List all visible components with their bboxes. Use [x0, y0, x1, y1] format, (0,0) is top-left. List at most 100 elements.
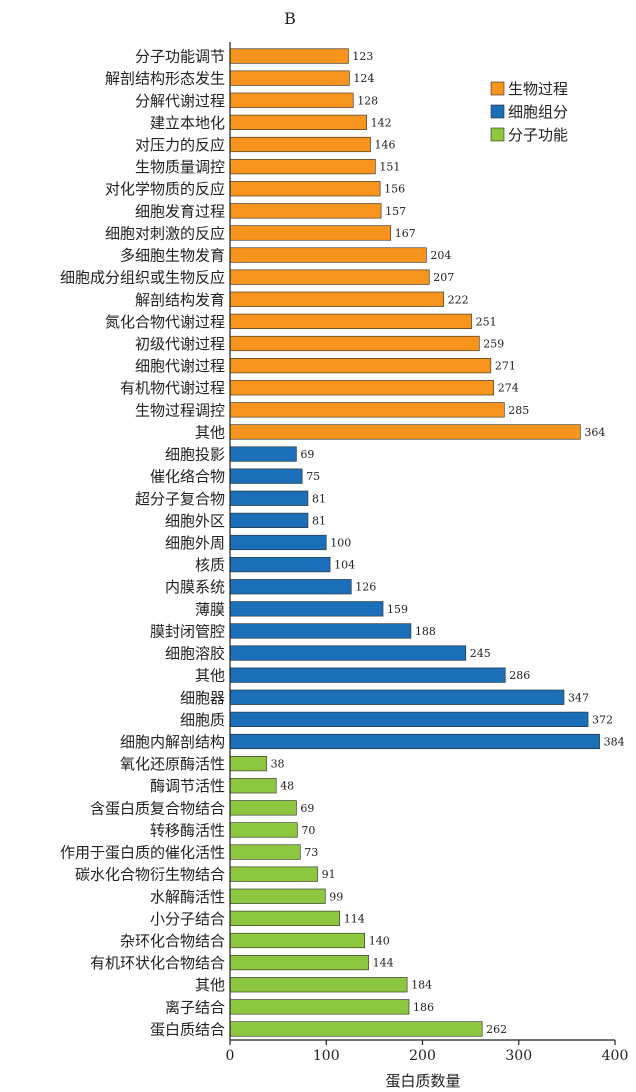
- category-label: 细胞投影: [165, 446, 225, 464]
- bar: [229, 999, 410, 1015]
- category-label: 催化络合物: [150, 468, 225, 486]
- bar: [229, 778, 277, 794]
- bar-group: 超分子复合物 81: [135, 490, 326, 508]
- value-label: 285: [508, 404, 529, 417]
- bar-group: 小分子结合 114: [150, 910, 365, 928]
- category-label: 有机物代谢过程: [120, 379, 225, 397]
- value-label: 271: [495, 360, 516, 373]
- category-label: 细胞代谢过程: [135, 357, 225, 375]
- category-label: 有机环状化合物结合: [90, 954, 225, 972]
- category-label: 解剖结构形态发生: [105, 70, 225, 88]
- bar: [229, 756, 267, 772]
- value-label: 204: [430, 249, 451, 262]
- bar: [229, 490, 309, 506]
- panel-letter: B: [284, 9, 296, 28]
- value-label: 81: [312, 492, 326, 505]
- bar-group: 催化络合物 75: [150, 468, 320, 486]
- bar-group: 膜封闭管腔 188: [150, 622, 436, 640]
- bar-group: 生物质量调控 151: [135, 158, 400, 176]
- bar-group: 解剖结构发育 222: [135, 291, 469, 309]
- value-label: 140: [369, 935, 390, 948]
- category-label: 细胞对刺激的反应: [105, 224, 225, 242]
- bar-group: 有机物代谢过程 274: [120, 379, 519, 397]
- bar: [229, 955, 369, 971]
- bar: [229, 225, 392, 241]
- bar: [229, 866, 318, 882]
- bar: [229, 667, 506, 683]
- bar-group: 氧化还原酶活性 38: [120, 755, 285, 773]
- x-tick-label: 100: [313, 1048, 340, 1064]
- category-label: 薄膜: [195, 600, 225, 618]
- value-label: 159: [387, 603, 408, 616]
- x-tick-label: 0: [226, 1048, 235, 1064]
- value-label: 347: [568, 691, 589, 704]
- value-label: 91: [322, 868, 336, 881]
- bar: [229, 92, 354, 108]
- category-label: 对化学物质的反应: [105, 180, 225, 198]
- bar-group: 其他 286: [195, 667, 530, 685]
- x-tick-label: 200: [409, 1048, 436, 1064]
- bar: [229, 291, 444, 307]
- value-label: 151: [379, 161, 400, 174]
- bar-group: 核质 104: [195, 556, 355, 574]
- category-label: 细胞发育过程: [135, 202, 225, 220]
- bar: [229, 70, 350, 86]
- value-label: 157: [385, 205, 406, 218]
- category-label: 对压力的反应: [135, 136, 225, 154]
- category-label: 细胞外区: [165, 512, 225, 530]
- bar: [229, 645, 467, 661]
- value-label: 123: [352, 50, 373, 63]
- bar: [229, 711, 589, 727]
- value-label: 38: [271, 758, 285, 771]
- bar: [229, 159, 376, 175]
- bar: [229, 114, 367, 130]
- bar: [229, 48, 349, 64]
- bar: [229, 468, 303, 484]
- bar-group: 细胞代谢过程 271: [135, 357, 516, 375]
- bars-layer: 分子功能调节 123 解剖结构形态发生 124 分解代谢过程 128 建立本地化 142 对压力…: [60, 48, 625, 1039]
- category-label: 其他: [195, 976, 225, 994]
- bar-group: 碳水化合物衍生物结合 91: [75, 866, 336, 884]
- bar: [229, 534, 327, 551]
- bar-group: 薄膜 159: [195, 600, 408, 618]
- legend-label: 生物过程: [508, 80, 568, 98]
- bar: [229, 733, 600, 750]
- bar-group: 细胞投影 69: [165, 446, 314, 464]
- value-label: 222: [448, 293, 469, 306]
- value-label: 126: [355, 581, 376, 594]
- legend-label: 细胞组分: [508, 103, 568, 121]
- category-label: 细胞器: [180, 689, 225, 707]
- value-label: 274: [498, 382, 519, 395]
- category-label: 分子功能调节: [135, 48, 225, 66]
- value-label: 372: [592, 713, 613, 726]
- bar: [229, 380, 495, 396]
- bar-group: 解剖结构形态发生 124: [105, 70, 374, 88]
- value-label: 69: [300, 448, 314, 461]
- bar-group: 对化学物质的反应 156: [105, 180, 405, 198]
- legend-swatch: [490, 81, 505, 96]
- category-label: 多细胞生物发育: [120, 247, 225, 265]
- bar-group: 细胞内解剖结构 384: [120, 733, 625, 751]
- bar: [229, 446, 297, 462]
- bar-group: 分解代谢过程 128: [135, 92, 378, 110]
- value-label: 99: [329, 890, 343, 903]
- bar-group: 氮化合物代谢过程 251: [105, 313, 497, 331]
- category-label: 膜封闭管腔: [150, 622, 225, 640]
- value-label: 245: [470, 647, 491, 660]
- value-label: 142: [371, 116, 392, 129]
- value-label: 251: [476, 315, 497, 328]
- value-label: 144: [373, 957, 394, 970]
- bar-group: 有机环状化合物结合 144: [90, 954, 394, 972]
- value-label: 70: [301, 824, 315, 837]
- bar-group: 细胞器 347: [180, 689, 589, 707]
- bar-group: 杂环化合物结合 140: [120, 932, 390, 950]
- bar-group: 多细胞生物发育 204: [120, 247, 451, 265]
- bar-group: 作用于蛋白质的催化活性 73: [60, 844, 318, 862]
- axes-layer: 0 100 200 300 400: [226, 42, 628, 1064]
- bar: [229, 512, 309, 528]
- value-label: 184: [411, 979, 432, 992]
- bar: [229, 313, 472, 329]
- value-label: 364: [584, 426, 605, 439]
